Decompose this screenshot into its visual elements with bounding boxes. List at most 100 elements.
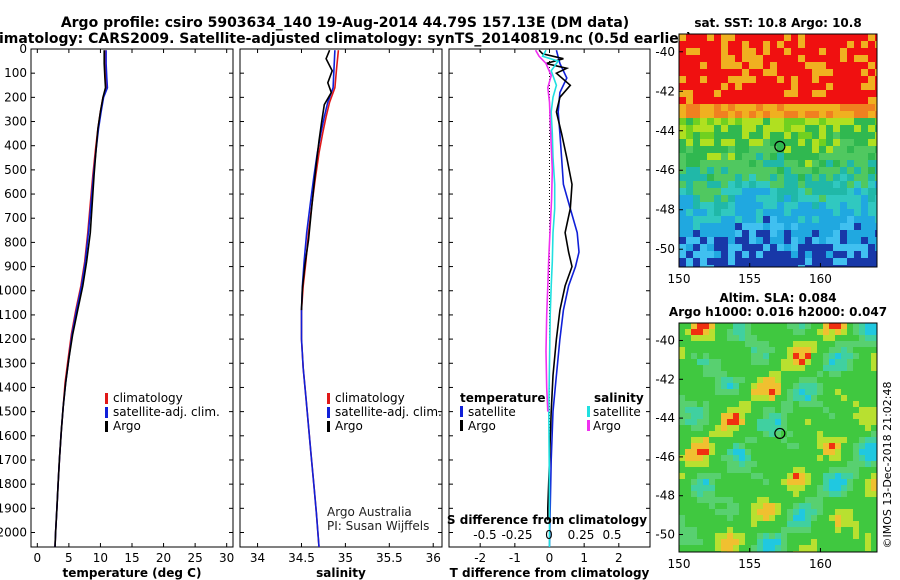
sst-cell: [693, 202, 701, 210]
sla-cell: [691, 329, 698, 336]
sla-cell: [871, 353, 878, 360]
sla-cell: [799, 365, 806, 372]
sla-cell: [823, 503, 830, 510]
sst-cell: [805, 104, 813, 112]
sla-cell: [793, 371, 800, 378]
sla-cell: [745, 377, 752, 384]
sst-cell: [798, 244, 806, 252]
sst-cell: [791, 146, 799, 154]
sla-cell: [715, 509, 722, 516]
sla-cell: [775, 521, 782, 528]
sla-cell: [751, 323, 758, 330]
sla-cell: [703, 449, 710, 456]
sla-cell: [775, 371, 782, 378]
sla-cell: [835, 443, 842, 450]
sst-cell: [679, 258, 687, 266]
sst-cell: [686, 181, 694, 189]
sla-cell: [787, 395, 794, 402]
sla-cell: [757, 497, 764, 504]
sla-cell: [787, 521, 794, 528]
sla-cell: [763, 407, 770, 414]
sst-cell: [819, 153, 827, 161]
sla-cell: [799, 371, 806, 378]
sst-cell: [763, 251, 771, 259]
sla-cell: [745, 407, 752, 414]
sst-cell: [847, 237, 855, 245]
temperature-ytick-label: 900: [4, 260, 27, 274]
sla-cell: [847, 539, 854, 546]
sla-cell: [763, 473, 770, 480]
sla-cell: [721, 413, 728, 420]
salinity-xtick-label: 34: [250, 551, 265, 565]
sla-cell: [799, 479, 806, 486]
sst-cell: [770, 69, 778, 77]
sla-cell: [871, 401, 878, 408]
sla-cell: [769, 383, 776, 390]
sla-cell: [817, 479, 824, 486]
sst-cell: [875, 69, 878, 77]
sst-cell: [735, 258, 743, 266]
sst-cell: [693, 69, 701, 77]
sst-cell: [707, 202, 715, 210]
sla-cell: [733, 431, 740, 438]
sla-cell: [775, 365, 782, 372]
sla-cell: [721, 509, 728, 516]
sla-cell: [727, 521, 734, 528]
sst-cell: [728, 34, 736, 42]
sst-cell: [770, 167, 778, 175]
sla-cell: [709, 521, 716, 528]
sst-cell: [861, 132, 869, 140]
sla-cell: [787, 383, 794, 390]
sst-cell: [861, 202, 869, 210]
sst-cell: [840, 188, 848, 196]
sla-cell: [799, 425, 806, 432]
sst-cell: [679, 55, 687, 63]
sla-cell: [829, 329, 836, 336]
sst-cell: [770, 153, 778, 161]
sst-cell: [812, 174, 820, 182]
sla-cell: [727, 545, 734, 552]
sla-cell: [685, 431, 692, 438]
sst-cell: [784, 76, 792, 84]
sla-cell: [835, 431, 842, 438]
sla-cell: [823, 473, 830, 480]
sst-cell: [721, 62, 729, 70]
sla-cell: [715, 533, 722, 540]
sst-cell: [721, 90, 729, 98]
difference-xtick-label: 2: [615, 551, 623, 565]
sst-cell: [805, 160, 813, 168]
sst-cell: [826, 237, 834, 245]
sst-cell: [854, 76, 862, 84]
sla-cell: [697, 371, 704, 378]
sla-cell: [721, 533, 728, 540]
sst-cell: [693, 195, 701, 203]
sla-cell: [697, 509, 704, 516]
sla-cell: [751, 341, 758, 348]
sst-cell: [854, 230, 862, 238]
salinity-xtick-label: 35.5: [376, 551, 403, 565]
sst-cell: [791, 55, 799, 63]
sla-cell: [709, 443, 716, 450]
sla-cell: [703, 347, 710, 354]
sla-cell: [733, 509, 740, 516]
sst-cell: [812, 90, 820, 98]
sla-cell: [691, 521, 698, 528]
sst-cell: [749, 139, 757, 147]
sla-cell: [859, 419, 866, 426]
sst-cell: [686, 76, 694, 84]
temperature-xtick-label: 30: [219, 551, 234, 565]
sst-cell: [749, 41, 757, 49]
sla-cell: [745, 527, 752, 534]
diff-legend-left-title: temperature: [460, 391, 545, 405]
sst-cell: [868, 48, 876, 56]
sla-cell: [823, 323, 830, 330]
sst-cell: [875, 132, 878, 140]
sst-cell: [819, 181, 827, 189]
sla-cell: [835, 371, 842, 378]
sst-cell: [812, 76, 820, 84]
sst-cell: [812, 153, 820, 161]
sla-cell: [865, 389, 872, 396]
sst-cell: [798, 160, 806, 168]
sla-cell: [793, 539, 800, 546]
sla-cell: [697, 437, 704, 444]
